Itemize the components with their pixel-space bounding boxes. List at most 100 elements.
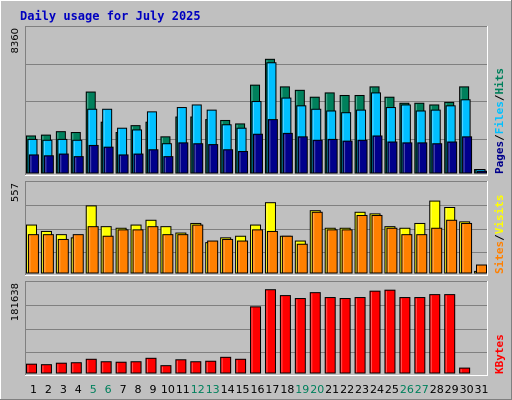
- bar-visits-sites-day-2: [42, 234, 54, 274]
- bar-visits-sites-day-29-body: [446, 219, 458, 274]
- bar-kbytes-kbytes-day-3: [55, 362, 67, 374]
- bar-requests-pages-day-15: [238, 150, 249, 174]
- bar-kbytes-kbytes-day-17-body: [264, 289, 276, 374]
- bar-requests-pages-day-8: [133, 153, 144, 174]
- bar-visits-sites-day-10-body: [162, 234, 174, 274]
- x-tick-label-day-19: 19: [295, 383, 309, 396]
- bar-kbytes-kbytes-day-27: [414, 297, 426, 374]
- x-tick-label-day-4: 4: [75, 383, 82, 396]
- bar-visits-sites-day-9: [147, 226, 159, 274]
- bar-requests-pages-day-3-body: [58, 153, 69, 174]
- bar-visits-sites-day-29: [446, 219, 458, 274]
- bar-requests-pages-day-24: [372, 135, 383, 174]
- bar-requests-pages-day-26-body: [402, 142, 413, 174]
- bar-requests-pages-day-11: [178, 142, 189, 174]
- bar-kbytes-kbytes-day-9-body: [145, 357, 157, 374]
- x-tick-label-day-18: 18: [280, 383, 294, 396]
- bar-kbytes-kbytes-day-19: [294, 298, 306, 374]
- bar-visits-sites-day-27-body: [416, 234, 428, 274]
- bar-kbytes-kbytes-day-26: [399, 297, 411, 374]
- panel-visits: 557 Sites/Visits: [10, 181, 506, 276]
- bar-kbytes-kbytes-day-22-body: [339, 298, 351, 374]
- bar-visits-sites-day-20: [311, 211, 323, 274]
- x-tick-label-day-11: 11: [176, 383, 190, 396]
- bar-requests-pages-day-6-body: [103, 146, 114, 174]
- bar-visits-sites-day-30: [461, 222, 473, 274]
- x-tick-label-day-15: 15: [236, 383, 250, 396]
- bar-requests-pages-day-24-body: [372, 135, 383, 174]
- chart-title: Daily usage for July 2025: [20, 9, 201, 23]
- bar-requests-pages-day-27-body: [417, 142, 428, 174]
- bar-kbytes-kbytes-day-8: [130, 361, 142, 374]
- bar-requests-pages-day-4-body: [73, 156, 84, 174]
- bar-kbytes-kbytes-day-6: [100, 361, 112, 374]
- bar-requests-pages-day-8-body: [133, 153, 144, 174]
- bar-visits-sites-day-15-body: [237, 240, 249, 274]
- legend-entry-separator: /: [493, 134, 506, 141]
- x-tick-label-day-16: 16: [251, 383, 265, 396]
- bar-requests-pages-day-12: [193, 143, 204, 174]
- bar-requests-pages-day-14: [223, 149, 234, 174]
- bar-kbytes-kbytes-day-24-body: [369, 290, 381, 374]
- bar-kbytes-kbytes-day-2-body: [40, 364, 52, 374]
- bar-kbytes-kbytes-day-8-body: [130, 361, 142, 374]
- bar-visits-sites-day-5: [87, 226, 99, 274]
- bar-requests-pages-day-2-body: [43, 155, 54, 174]
- bar-kbytes-kbytes-day-30: [459, 367, 471, 374]
- bar-kbytes-kbytes-day-14: [220, 356, 232, 374]
- bar-requests-pages-day-16: [252, 133, 263, 174]
- x-tick-label-day-1: 1: [30, 383, 37, 396]
- bar-kbytes-kbytes-day-23-body: [354, 297, 366, 374]
- bar-kbytes-kbytes-day-30-body: [459, 367, 471, 374]
- bar-requests-pages-day-2: [43, 155, 54, 174]
- x-tick-label-day-9: 9: [149, 383, 156, 396]
- bar-kbytes-kbytes-day-15-body: [235, 358, 247, 374]
- bar-kbytes-kbytes-day-4: [70, 362, 82, 374]
- bar-visits-sites-day-17: [266, 230, 278, 274]
- bar-kbytes-kbytes-day-1: [26, 363, 37, 374]
- legend-entry-pages: Pages: [493, 141, 506, 174]
- bar-visits-sites-day-18-body: [281, 235, 293, 274]
- x-tick-label-day-2: 2: [45, 383, 52, 396]
- bar-requests-pages-day-10: [163, 156, 174, 174]
- bar-visits-sites-day-26: [401, 234, 413, 274]
- bar-requests-pages-day-1-body: [28, 154, 39, 174]
- bar-visits-sites-day-8-body: [132, 229, 144, 274]
- bar-requests-pages-day-9: [148, 149, 159, 174]
- bar-requests-pages-day-16-body: [252, 133, 263, 174]
- x-tick-label-day-31: 31: [475, 383, 489, 396]
- chart-panels: 8360Pages/Files/Hits557Sites/Visits18163…: [10, 26, 506, 376]
- bar-visits-sites-day-8: [132, 229, 144, 274]
- bar-requests-pages-day-19-body: [297, 136, 308, 174]
- x-tick-label-day-21: 21: [325, 383, 339, 396]
- bar-kbytes-kbytes-day-23: [354, 297, 366, 374]
- bar-visits-sites-day-31-body: [476, 264, 487, 274]
- x-tick-label-day-10: 10: [161, 383, 175, 396]
- bar-kbytes-kbytes-day-11-body: [175, 359, 187, 374]
- bar-requests-pages-day-6: [103, 146, 114, 174]
- bar-kbytes-kbytes-day-29-body: [444, 294, 456, 374]
- bar-kbytes-kbytes-day-10-body: [160, 365, 172, 374]
- bar-visits-sites-day-1-body: [27, 234, 39, 274]
- bar-kbytes-kbytes-day-11: [175, 359, 187, 374]
- bar-requests-pages-day-29: [447, 141, 458, 174]
- bar-requests-pages-day-17: [267, 119, 278, 174]
- bar-requests-pages-day-29-body: [447, 141, 458, 174]
- bar-visits-sites-day-7-body: [117, 229, 129, 274]
- x-tick-label-day-23: 23: [355, 383, 369, 396]
- bar-requests-pages-day-5: [88, 144, 99, 174]
- bar-visits-sites-day-4: [72, 234, 84, 274]
- bar-kbytes-kbytes-day-5: [85, 358, 97, 374]
- bar-requests-pages-day-25: [387, 141, 398, 174]
- x-axis-ticks: 1 2 3 4 5 6 7 8 9 10 11 12 13 14 15 16 17 18 19 20 21 22 23 24 2…: [30, 383, 489, 396]
- bar-kbytes-kbytes-day-28-body: [429, 294, 441, 374]
- bar-visits-sites-day-23-body: [356, 214, 368, 274]
- bar-visits-sites-day-16-body: [251, 229, 263, 274]
- bar-visits-sites-day-3: [57, 238, 69, 274]
- bar-requests-pages-day-23-body: [357, 139, 368, 174]
- bar-requests-pages-day-22: [342, 140, 353, 174]
- bar-requests-pages-day-13: [208, 144, 219, 174]
- bar-visits-sites-day-2-body: [42, 234, 54, 274]
